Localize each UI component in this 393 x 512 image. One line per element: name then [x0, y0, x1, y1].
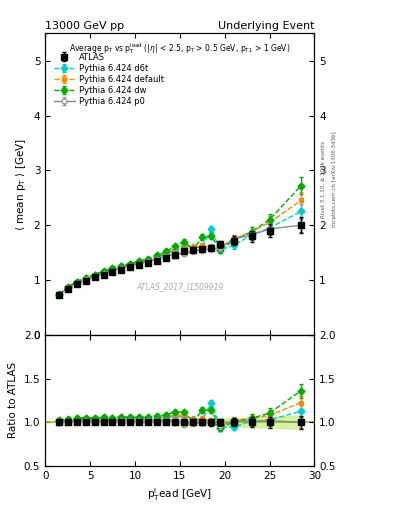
X-axis label: p$_\mathsf{T}^\mathsf{l}$ead [GeV]: p$_\mathsf{T}^\mathsf{l}$ead [GeV]: [147, 486, 212, 503]
Text: ATLAS_2017_I1509919: ATLAS_2017_I1509919: [136, 282, 224, 291]
Text: mcplots.cern.ch [arXiv:1306.3436]: mcplots.cern.ch [arXiv:1306.3436]: [332, 132, 337, 227]
Text: Underlying Event: Underlying Event: [218, 20, 314, 31]
Text: 13000 GeV pp: 13000 GeV pp: [45, 20, 124, 31]
Text: Average p$_\mathsf{T}$ vs p$_\mathsf{T}^\mathsf{lead}$ ($|\eta|$ < 2.5, p$_\math: Average p$_\mathsf{T}$ vs p$_\mathsf{T}^…: [69, 41, 290, 56]
Y-axis label: Ratio to ATLAS: Ratio to ATLAS: [8, 362, 18, 438]
Y-axis label: $\langle$ mean p$_\mathsf{T}$ $\rangle$ [GeV]: $\langle$ mean p$_\mathsf{T}$ $\rangle$ …: [14, 138, 28, 230]
Legend: ATLAS, Pythia 6.424 d6t, Pythia 6.424 default, Pythia 6.424 dw, Pythia 6.424 p0: ATLAS, Pythia 6.424 d6t, Pythia 6.424 de…: [52, 51, 165, 108]
Text: Rivet 3.1.10, ≥ 300k events: Rivet 3.1.10, ≥ 300k events: [320, 141, 325, 218]
